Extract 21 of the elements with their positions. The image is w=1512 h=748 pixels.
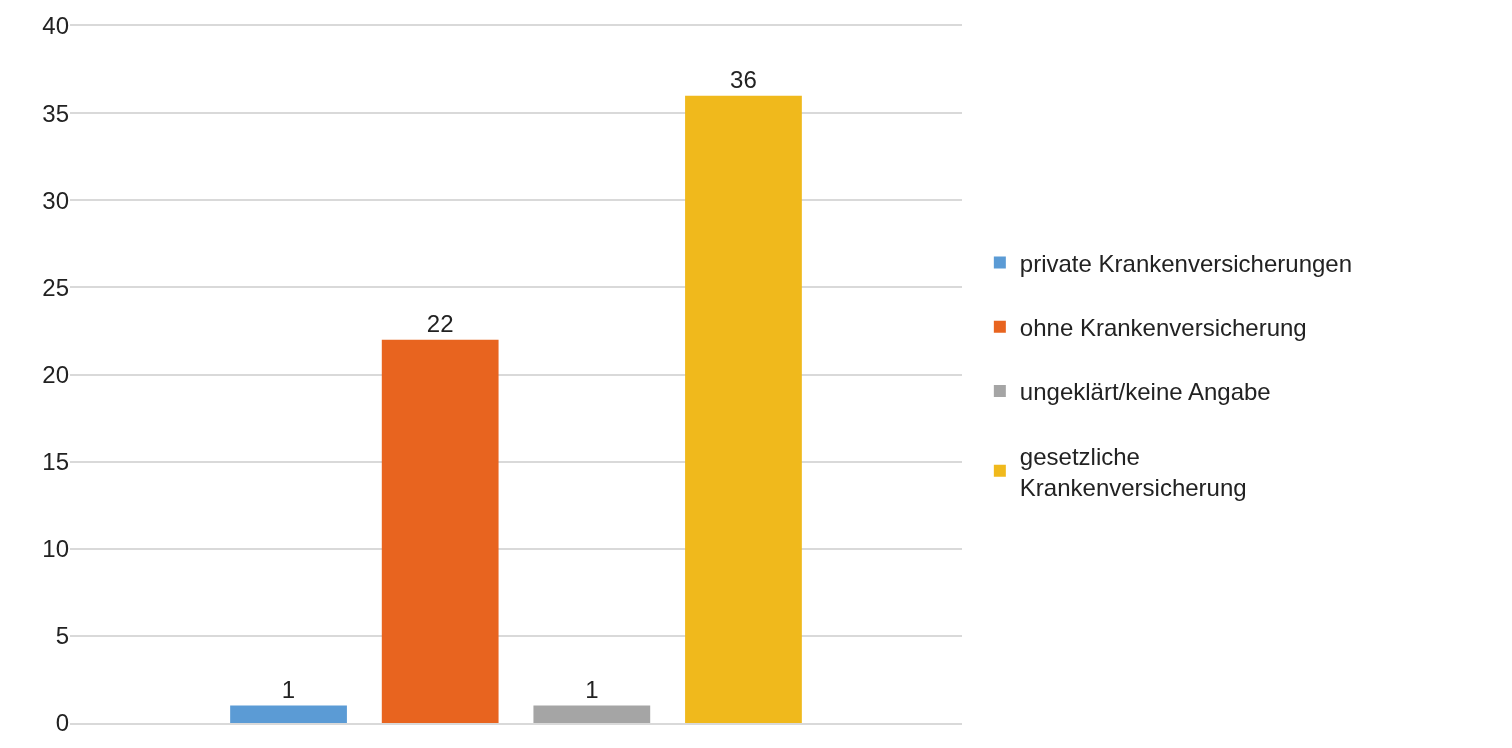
y-tick-label: 40	[42, 12, 69, 40]
bar	[381, 339, 499, 723]
y-tick-label: 25	[42, 273, 69, 301]
y-tick-label: 35	[42, 99, 69, 127]
y-tick-label: 0	[55, 709, 69, 737]
legend-label: private Krankenversicherungen	[1019, 249, 1353, 277]
data-label: 36	[730, 65, 757, 93]
y-tick-label: 15	[42, 448, 69, 476]
y-tick-label: 30	[42, 186, 69, 214]
y-tick-label: 10	[42, 535, 69, 563]
y-tick-label: 20	[42, 360, 69, 388]
bar	[230, 705, 347, 723]
bar	[685, 95, 802, 723]
bar	[533, 705, 651, 723]
data-label: 1	[281, 675, 296, 703]
y-tick-label: 5	[55, 622, 69, 650]
legend-label: ohne Krankenversicherung	[1019, 314, 1307, 342]
legend-label: gesetzliche Krankenversicherung	[1019, 442, 1247, 501]
data-label: 22	[426, 309, 454, 337]
legend-label: ungeklärt/keine Angabe	[1019, 378, 1271, 406]
data-label: 1	[585, 675, 599, 703]
